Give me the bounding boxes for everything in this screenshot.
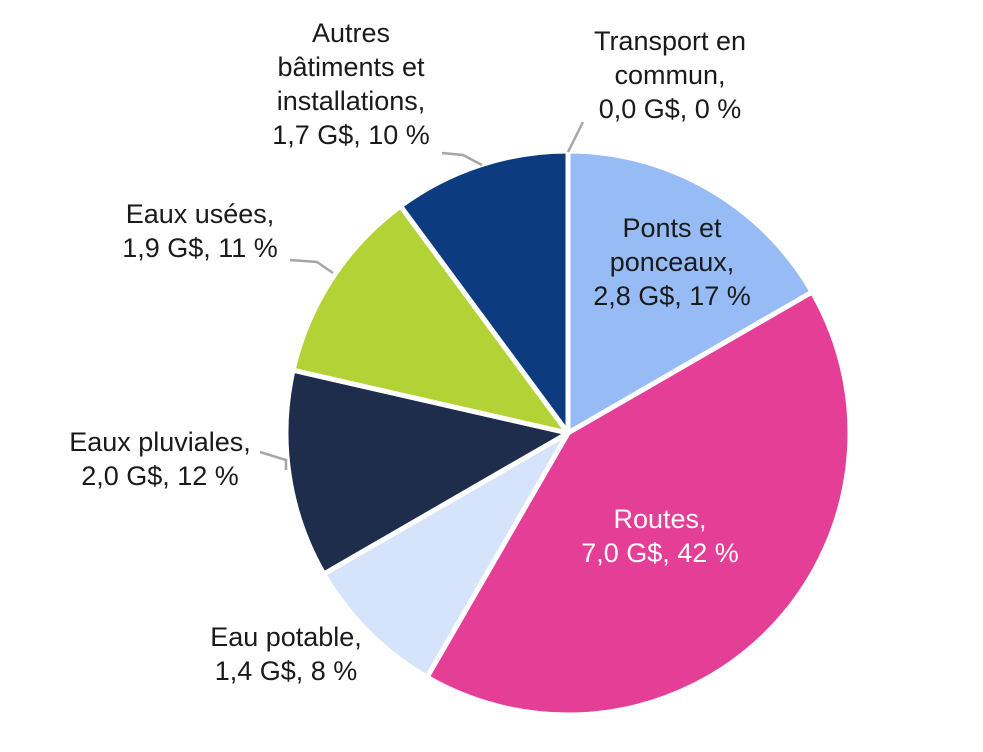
slice-labels: Transport en commun, 0,0 G$, 0 % Ponts et po… (69, 18, 751, 686)
slice-label-transport-en-commun: Transport en commun, 0,0 G$, 0 % (594, 26, 746, 124)
slice-label-line: Eau potable, (210, 622, 362, 652)
slice-label-line: 0,0 G$, 0 % (599, 94, 742, 124)
leader-line-autres-batiments (441, 151, 483, 167)
slice-label-eaux-usees: Eaux usées, 1,9 G$, 11 % (122, 199, 278, 263)
slice-label-line: Autres (312, 18, 390, 48)
slice-eau-potable (321, 430, 571, 680)
slice-label-line: Transport en (594, 26, 746, 56)
slice-label-line: Eaux pluviales, (69, 427, 251, 457)
slice-label-line: Ponts et (622, 213, 722, 243)
leader-line-transport-en-commun (566, 121, 585, 153)
slice-label-line: 1,4 G$, 8 % (215, 656, 358, 686)
slice-label-line: bâtiments et (277, 52, 425, 82)
slice-eaux-usees (290, 203, 571, 436)
slice-label-line: installations, (277, 86, 426, 116)
slice-label-line: commun, (614, 60, 725, 90)
leader-lines (259, 121, 585, 470)
slice-label-eaux-pluviales: Eaux pluviales, 2,0 G$, 12 % (69, 427, 251, 491)
slice-label-eau-potable: Eau potable, 1,4 G$, 8 % (210, 622, 362, 686)
pie-slices (283, 148, 853, 718)
slice-label-autres-batiments: Autres bâtiments et installations, 1,7 G$, … (272, 18, 430, 150)
slice-label-line: 2,8 G$, 17 % (593, 281, 751, 311)
slice-ponts-et-ponceaux (565, 148, 815, 436)
slice-label-line: Eaux usées, (126, 199, 275, 229)
slice-label-line: 7,0 G$, 42 % (581, 538, 739, 568)
slice-label-line: 2,0 G$, 12 % (81, 461, 239, 491)
slice-label-line: 1,9 G$, 11 % (122, 233, 278, 263)
slice-routes (424, 289, 853, 718)
slice-label-routes: Routes, 7,0 G$, 42 % (581, 504, 739, 568)
leader-line-eaux-usees (289, 258, 334, 275)
slice-label-line: ponceaux, (610, 247, 735, 277)
slice-label-line: Routes, (613, 504, 706, 534)
slice-label-ponts-et-ponceaux: Ponts et ponceaux, 2,8 G$, 17 % (593, 213, 751, 311)
slice-eaux-pluviales (283, 367, 571, 577)
slice-label-line: 1,7 G$, 10 % (272, 120, 430, 150)
leader-line-eaux-pluviales (259, 450, 288, 470)
